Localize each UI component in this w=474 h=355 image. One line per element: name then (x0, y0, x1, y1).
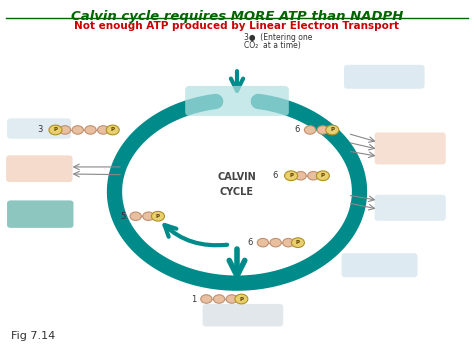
Circle shape (295, 171, 306, 180)
FancyBboxPatch shape (374, 195, 446, 221)
Circle shape (292, 238, 304, 247)
Text: P: P (156, 214, 160, 219)
Circle shape (201, 295, 212, 303)
Circle shape (72, 126, 83, 134)
Circle shape (49, 125, 62, 135)
Circle shape (304, 126, 316, 134)
Text: 3●  (Entering one: 3● (Entering one (244, 33, 312, 42)
Circle shape (270, 239, 281, 247)
Circle shape (284, 171, 298, 181)
Text: 1: 1 (191, 295, 196, 304)
FancyBboxPatch shape (7, 200, 73, 228)
Text: P: P (111, 127, 115, 132)
FancyBboxPatch shape (344, 65, 425, 89)
FancyBboxPatch shape (185, 86, 289, 116)
Text: P: P (321, 173, 325, 178)
Circle shape (98, 126, 109, 134)
Text: CO₂  at a time): CO₂ at a time) (244, 40, 301, 50)
Text: Calvin cycle requires MORE ATP than NADPH: Calvin cycle requires MORE ATP than NADP… (71, 10, 403, 23)
Text: Not enough ATP produced by Linear Electron Transport: Not enough ATP produced by Linear Electr… (74, 21, 400, 31)
Text: 6: 6 (247, 238, 253, 247)
Text: Fig 7.14: Fig 7.14 (11, 331, 55, 341)
Text: P: P (296, 240, 300, 245)
Text: P: P (289, 173, 293, 178)
Circle shape (152, 211, 164, 221)
Circle shape (317, 126, 328, 134)
FancyBboxPatch shape (202, 304, 283, 327)
Text: 6: 6 (273, 171, 278, 180)
Circle shape (308, 171, 319, 180)
Circle shape (213, 295, 225, 303)
Circle shape (226, 295, 237, 303)
Circle shape (106, 125, 119, 135)
Text: P: P (239, 296, 243, 301)
Text: P: P (54, 127, 57, 132)
Circle shape (85, 126, 96, 134)
FancyBboxPatch shape (6, 155, 73, 182)
FancyBboxPatch shape (342, 253, 418, 277)
Text: 6: 6 (295, 125, 300, 135)
Text: P: P (330, 127, 334, 132)
Text: 3: 3 (37, 125, 42, 135)
Circle shape (130, 212, 141, 220)
Circle shape (326, 125, 339, 135)
Circle shape (235, 294, 248, 304)
Circle shape (59, 126, 71, 134)
FancyBboxPatch shape (374, 132, 446, 164)
Text: 5: 5 (120, 212, 126, 221)
Text: CALVIN
CYCLE: CALVIN CYCLE (218, 172, 256, 197)
Circle shape (143, 212, 154, 220)
Circle shape (283, 239, 294, 247)
Circle shape (257, 239, 269, 247)
FancyBboxPatch shape (7, 118, 71, 139)
Circle shape (316, 171, 329, 181)
